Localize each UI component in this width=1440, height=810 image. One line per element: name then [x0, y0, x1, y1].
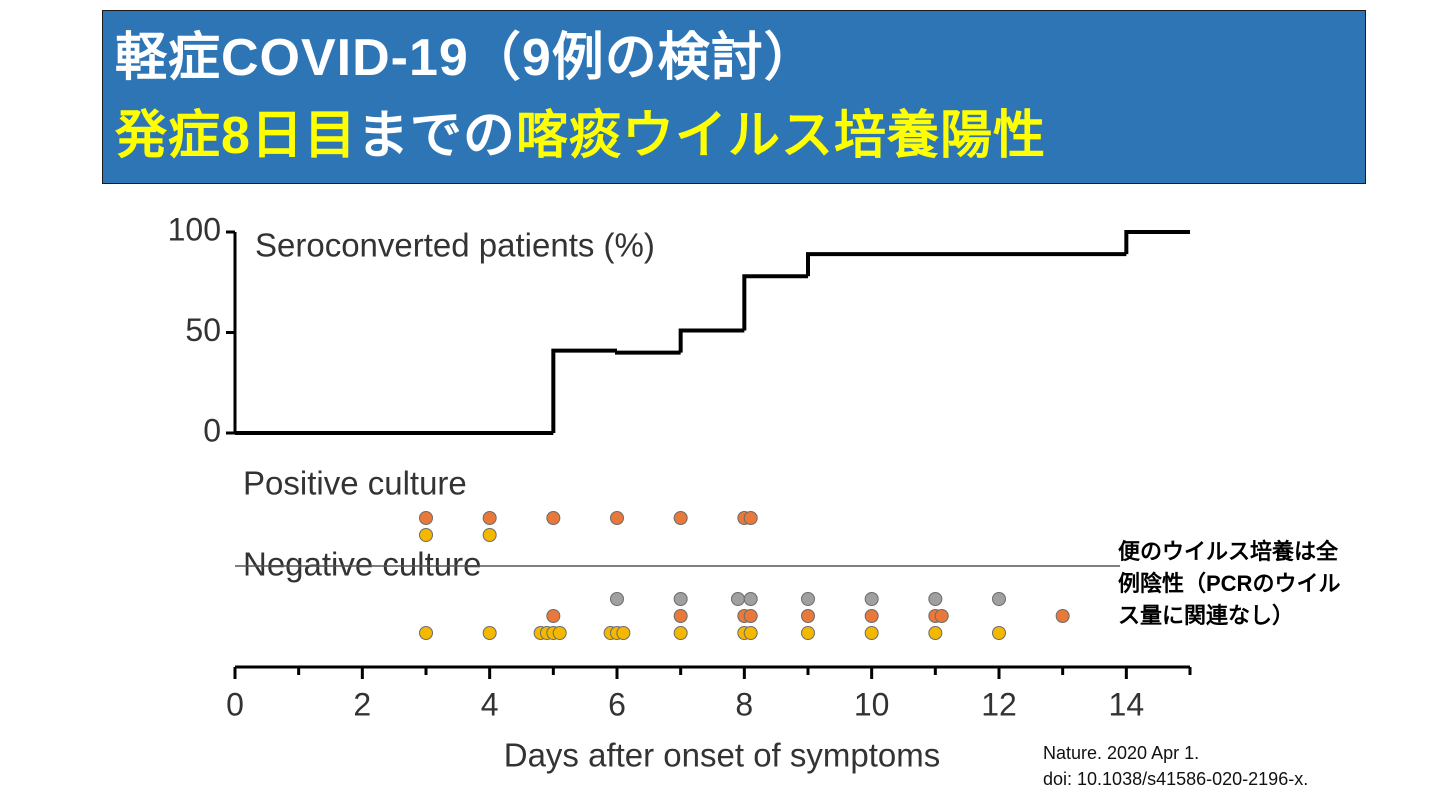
- culture-dot: [419, 626, 433, 640]
- citation-line: doi: 10.1038/s41586-020-2196-x.: [1043, 769, 1309, 789]
- step-segment: [615, 350, 681, 355]
- culture-dot: [552, 626, 567, 640]
- x-label: Days after onset of symptoms: [504, 737, 941, 774]
- culture-dot: [743, 626, 758, 640]
- title-segment: までの: [356, 107, 516, 165]
- note-line: 便のウイルス培養は全: [1118, 539, 1339, 564]
- culture-dot: [928, 592, 943, 606]
- title-line: 軽症COVID-19（9例の検討）: [115, 19, 1365, 97]
- culture-dot: [610, 592, 624, 606]
- y-label: Seroconverted patients (%): [255, 227, 655, 264]
- culture-dot: [864, 609, 879, 623]
- x-tick-label: 14: [1109, 686, 1145, 722]
- culture-dot: [673, 626, 688, 640]
- culture-dot: [673, 511, 688, 525]
- citation: Nature. 2020 Apr 1. doi: 10.1038/s41586-0…: [1043, 740, 1308, 792]
- strip-label: Negative culture: [243, 546, 481, 583]
- y-tick-label: 50: [185, 312, 221, 348]
- culture-dot: [616, 626, 631, 640]
- x-tick-label: 8: [735, 686, 753, 722]
- strip-label: Positive culture: [243, 465, 467, 502]
- y-tick-label: 0: [203, 412, 221, 448]
- step-segment: [806, 252, 1127, 277]
- x-tick-label: 2: [353, 686, 371, 722]
- step-segment: [678, 328, 745, 353]
- culture-dot: [673, 609, 688, 623]
- culture-dot: [730, 592, 745, 606]
- citation-line: Nature. 2020 Apr 1.: [1043, 743, 1200, 763]
- step-segment: [551, 348, 617, 433]
- title-segment: 軽症COVID-19（9例の検討）: [115, 29, 817, 87]
- culture-dot: [992, 626, 1006, 640]
- x-tick-label: 6: [608, 686, 626, 722]
- title-line: 発症8日目までの喀痰ウイルス培養陽性: [115, 97, 1365, 175]
- note: 便のウイルス培養は全 例陰性（PCRのウイル ス量に関連なし）: [1118, 536, 1340, 632]
- title-segment: 喀痰ウイルス培養陽性: [515, 107, 1046, 165]
- culture-dot: [546, 511, 561, 525]
- culture-dot: [801, 626, 815, 640]
- title-box: 軽症COVID-19（9例の検討） 発症8日目までの喀痰ウイルス培養陽性: [102, 10, 1366, 184]
- note-line: ス量に関連なし）: [1118, 603, 1295, 628]
- x-tick-label: 12: [981, 686, 1017, 722]
- x-tick-label: 4: [481, 686, 499, 722]
- culture-dot: [743, 511, 758, 525]
- step-segment: [742, 274, 808, 331]
- culture-dot: [482, 511, 497, 525]
- culture-dot: [928, 626, 943, 640]
- culture-dot: [864, 592, 879, 606]
- x-tick-label: 0: [226, 686, 244, 722]
- culture-dot: [743, 609, 758, 623]
- culture-dot: [419, 528, 433, 542]
- culture-dot: [610, 511, 624, 525]
- step-segment: [1124, 230, 1190, 255]
- x-tick-label: 10: [854, 686, 890, 722]
- y-tick-label: 100: [168, 211, 221, 247]
- culture-dot: [673, 592, 688, 606]
- culture-dot: [934, 609, 949, 623]
- culture-dot: [546, 609, 561, 623]
- culture-dot: [864, 626, 879, 640]
- note-line: 例陰性（PCRのウイル: [1118, 571, 1341, 596]
- culture-dot: [992, 592, 1006, 606]
- culture-dot: [482, 528, 497, 542]
- title-segment: 発症8日目: [115, 107, 357, 165]
- culture-dot: [801, 592, 815, 606]
- culture-dot: [801, 609, 815, 623]
- culture-dot: [482, 626, 497, 640]
- culture-dot: [1055, 609, 1070, 623]
- culture-dot: [743, 592, 758, 606]
- culture-dot: [419, 511, 433, 525]
